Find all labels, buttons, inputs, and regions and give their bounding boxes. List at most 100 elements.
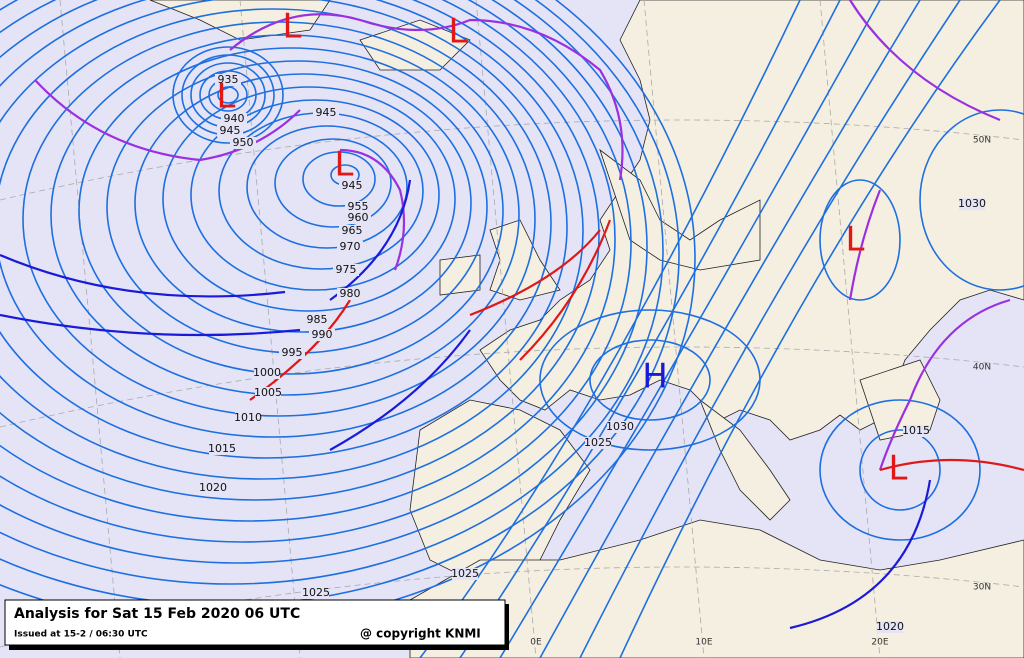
label-bg [959,198,985,210]
pressure-center: H [642,357,668,397]
isobar [0,0,616,522]
label-bg [200,482,226,494]
isobar [619,0,1001,658]
label-bg [254,367,280,379]
label-bg [313,107,339,119]
parallel [0,346,1024,428]
isobar [459,0,841,658]
isobar-label: 1025 [584,436,612,449]
isobar [217,86,239,104]
issued: Issued at 15-2 / 06:30 UTC [14,630,148,640]
isobar [172,46,284,144]
isobar-label: 945 [220,124,241,137]
label-bg [221,113,247,125]
label-bg [337,288,363,300]
label-bg [337,241,363,253]
isobar [50,34,520,396]
isobar [589,339,711,421]
warm-front [249,219,1024,472]
isobar-label: 945 [316,106,337,119]
isobar [246,125,408,249]
isobar-label: 960 [348,211,369,224]
label-bg [333,264,359,276]
isobar-label: 1000 [253,366,281,379]
pressure-center: L [846,220,865,260]
isobar-label: 995 [282,346,303,359]
occluded-front [34,13,624,181]
label-bg [903,425,929,437]
pressure-center: L [217,77,236,117]
title-box: Analysis for Sat 15 Feb 2020 06 UTC Issu… [4,599,509,650]
isobar [0,8,552,438]
isobar-label: 1030 [958,197,986,210]
isobar-label: 1025 [451,567,479,580]
title: Analysis for Sat 15 Feb 2020 06 UTC [14,606,300,622]
isobar-label: 1010 [234,411,262,424]
copyright: @ copyright KNMI [360,627,481,641]
isobar [0,0,600,501]
isobar [274,138,392,228]
isobar-label: 970 [340,240,361,253]
isobar [0,0,632,543]
graticule-label: 30N [973,583,991,593]
label-bg [585,437,611,449]
label-bg [345,201,371,213]
isobar [819,179,901,301]
isobar-label: 980 [340,287,361,300]
isobar [190,99,440,291]
isobar [499,0,881,658]
label-bg [345,212,371,224]
isobar-label: 985 [307,313,328,326]
graticule-label: 20E [871,638,888,648]
isobar-label: 1015 [208,442,236,455]
fronts [0,0,1024,630]
isobar [302,151,376,207]
isobar [0,0,568,459]
isobar [919,109,1024,291]
meridian [475,0,537,658]
label-bg [230,137,256,149]
occluded-front [848,0,1011,471]
isobar-label: 935 [218,73,239,86]
label-bg [877,621,903,633]
label-bg [279,347,305,359]
isobar-label: 990 [312,328,333,341]
graticule-label: 40N [973,363,991,373]
label-bg [339,180,365,192]
isobar [819,399,981,541]
label-bg [309,329,335,341]
meridian [819,0,881,658]
isobar [0,0,648,564]
graticule-label: 50N [973,136,991,146]
label-bg [217,125,243,137]
label-bg [235,412,261,424]
isobar [0,0,664,585]
isobar-label: 940 [224,112,245,125]
parallel [0,119,1024,201]
label-bg [255,387,281,399]
occluded-front [339,148,406,271]
graticule-label: 0E [530,638,542,648]
isobar [419,0,801,658]
isobar-label: 1020 [876,620,904,633]
label-bg [339,225,365,237]
isobar-label: 955 [348,200,369,213]
isobar [162,86,456,312]
isobar [859,429,941,511]
label-bg [303,587,329,599]
cold-front [0,179,932,630]
label-bg [607,421,633,433]
isobar-label: 945 [342,179,363,192]
isobar [134,73,472,333]
isobar [78,47,504,375]
isobar [579,0,961,658]
pressure-center: L [889,449,908,489]
pressure-center: L [283,7,302,47]
isobar-label: 1005 [254,386,282,399]
isobar-label: 975 [336,263,357,276]
isobar [539,0,921,658]
isobar-label: 965 [342,224,363,237]
pressure-center: L [449,12,468,52]
pressure-center: L [335,145,354,185]
